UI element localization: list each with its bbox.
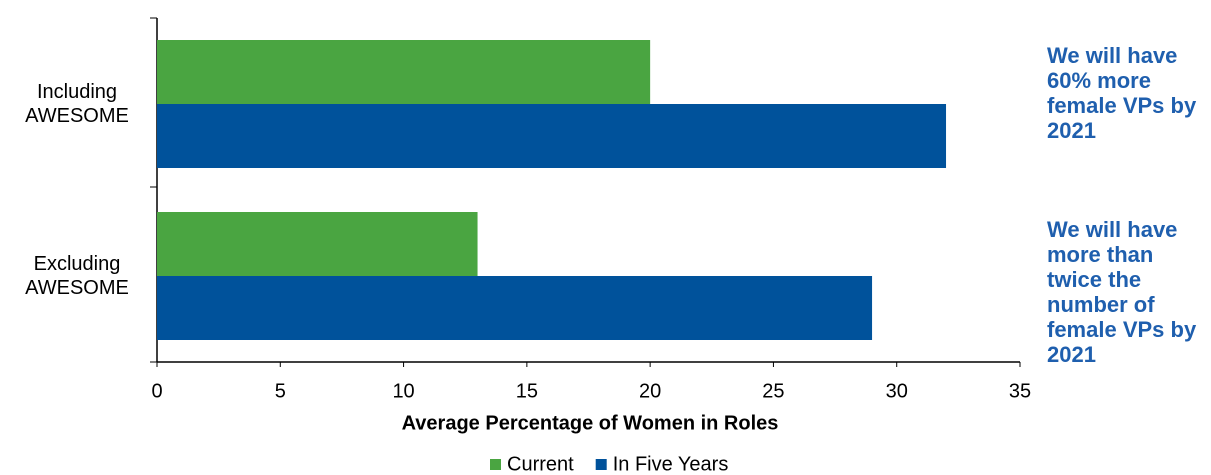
x-tick-label: 35 [1009,380,1031,402]
legend-swatch [595,459,607,470]
x-tick-label: 30 [886,380,908,402]
x-tick-label: 0 [151,380,162,402]
y-tick-label: Including AWESOME [25,81,129,127]
bar [157,40,651,104]
x-tick-label: 20 [639,380,661,402]
bar [157,104,947,168]
annotation: We will have more than twice the number … [1047,217,1197,367]
legend-swatch [490,459,501,470]
x-tick-label: 25 [762,380,784,402]
x-tick-label: 10 [392,380,414,402]
annotation: We will have 60% more female VPs by 2021 [1047,43,1197,143]
bar [157,276,873,340]
bar [157,212,478,276]
x-axis-title: Average Percentage of Women in Roles [402,412,779,434]
y-tick-label: Excluding AWESOME [25,253,129,299]
x-tick-label: 5 [275,380,286,402]
legend-label: Current [507,453,574,475]
legend-label: In Five Years [613,453,729,475]
x-tick-label: 15 [516,380,538,402]
